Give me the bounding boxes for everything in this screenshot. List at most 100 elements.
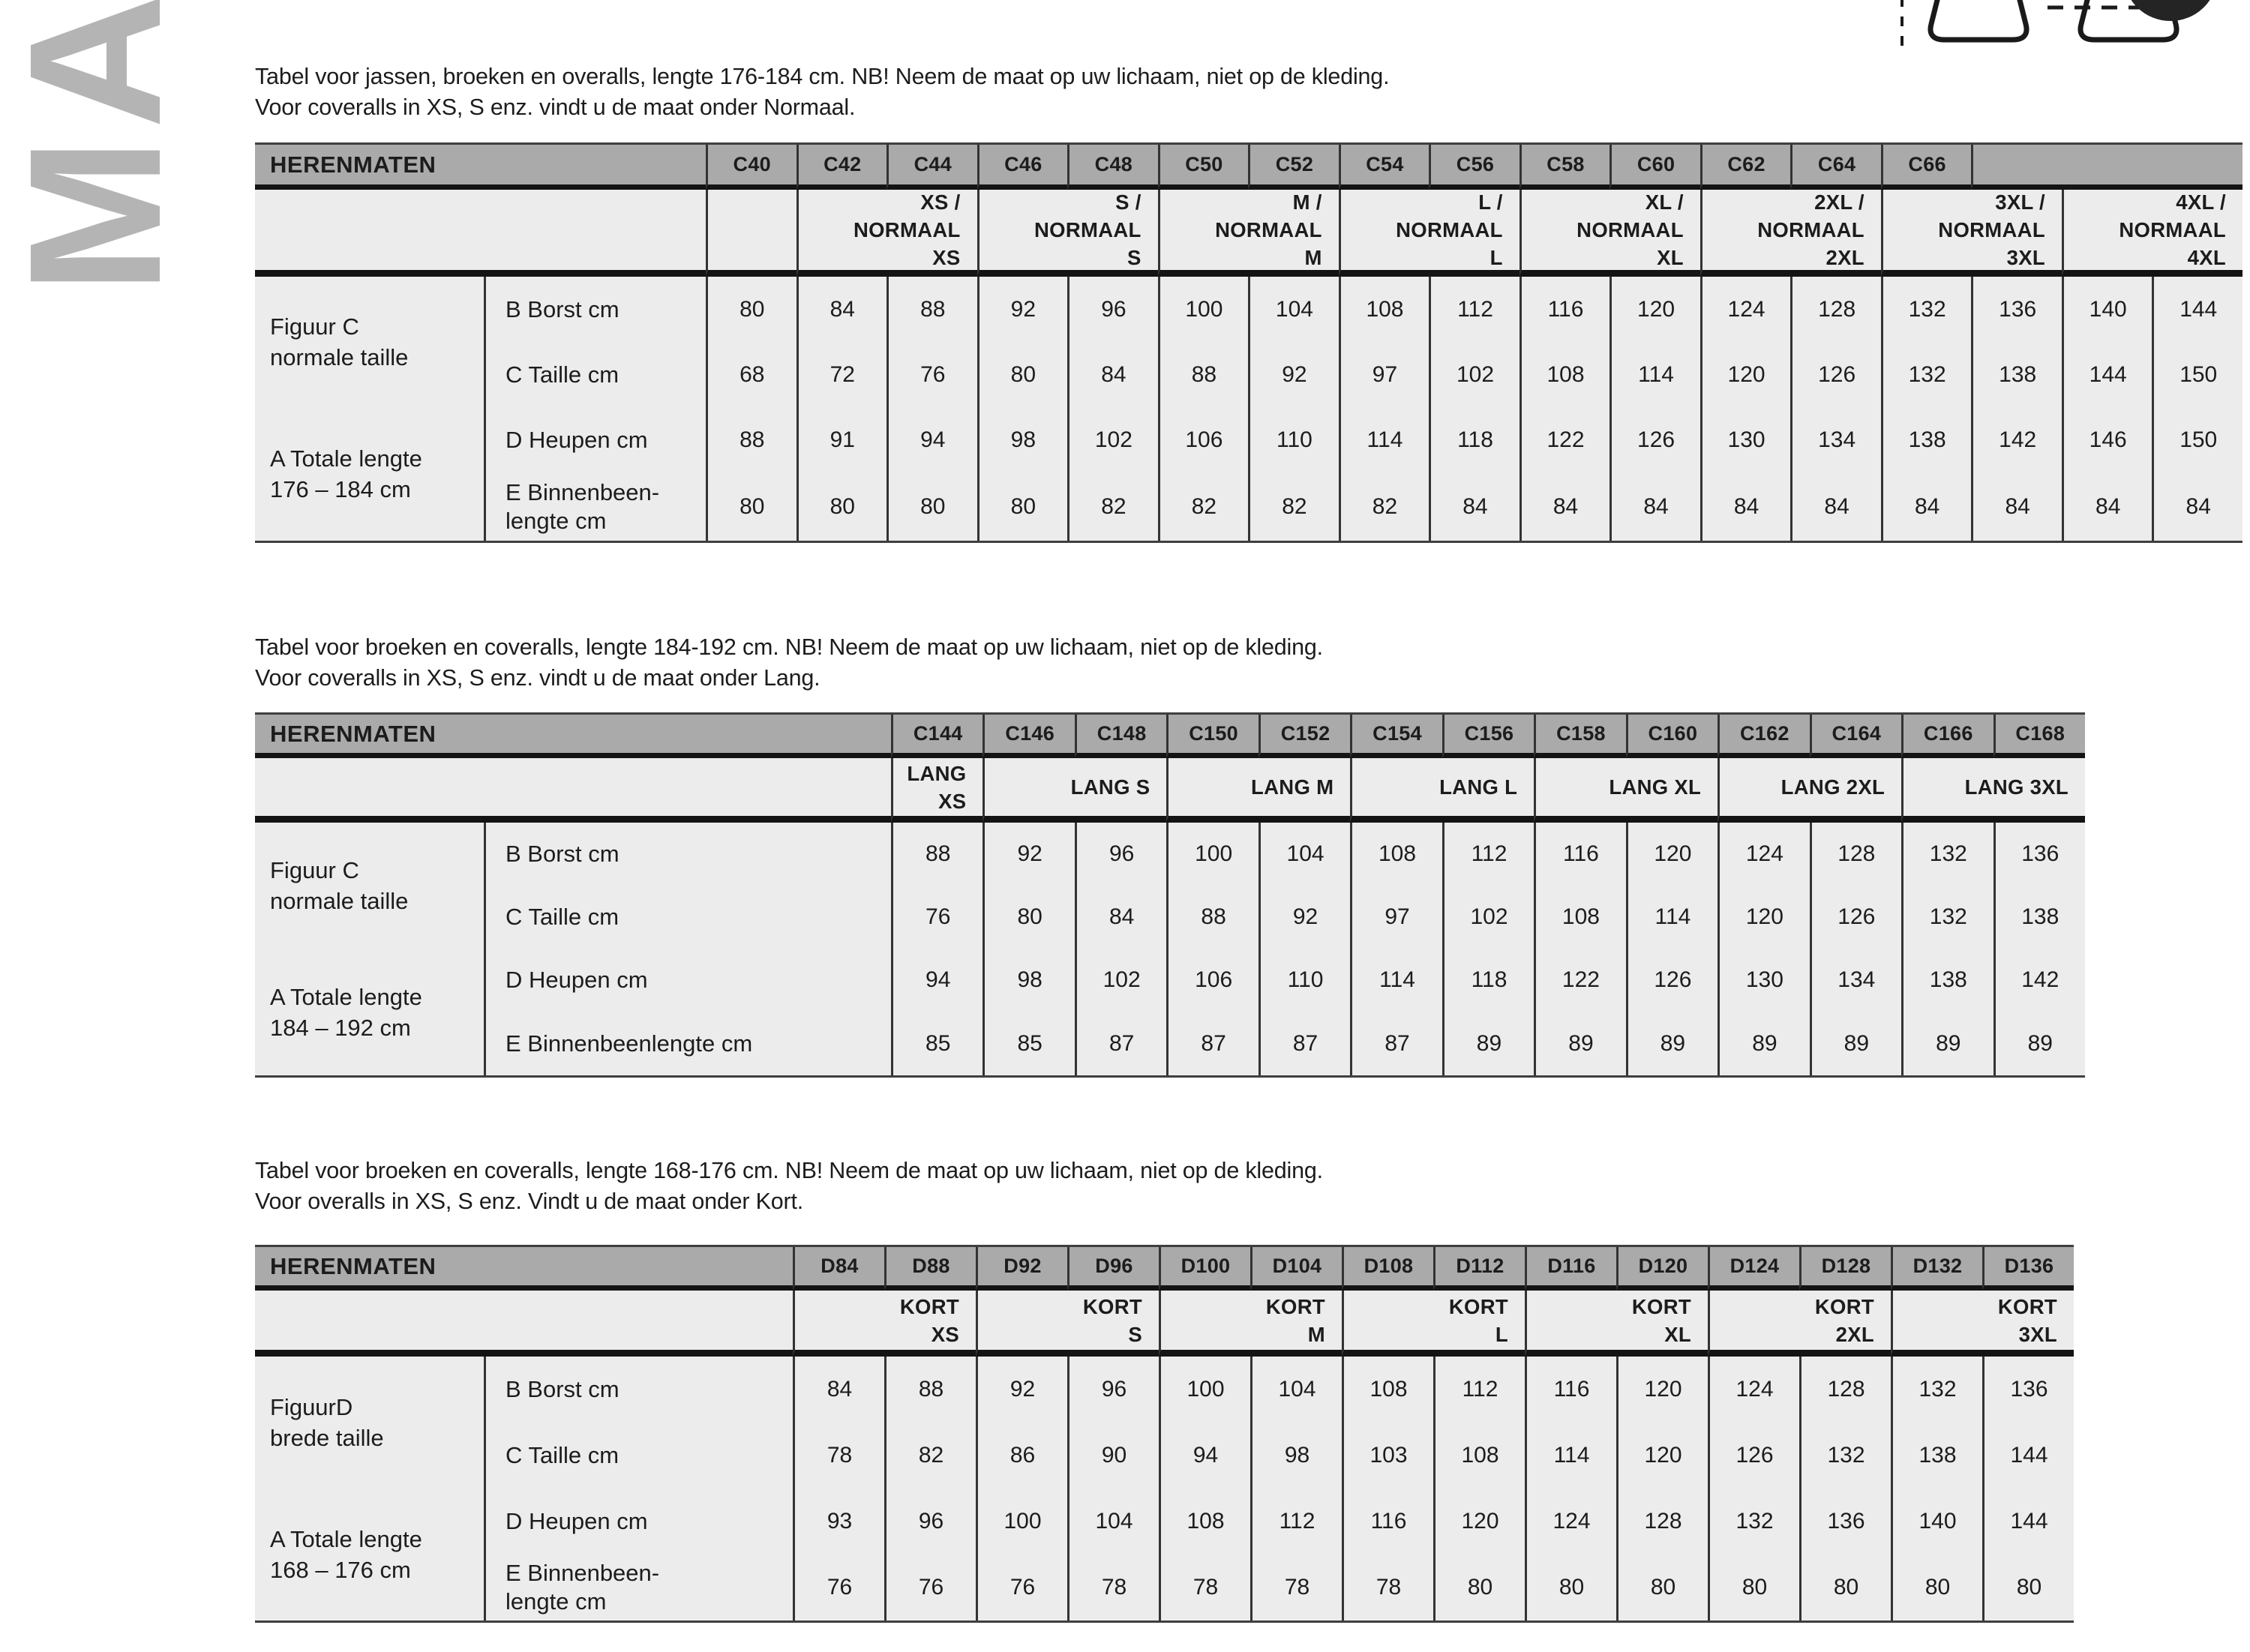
- value-cell: 140: [2061, 277, 2152, 342]
- size-group-header-line: KORT: [1265, 1294, 1325, 1318]
- value-cell-line: 116: [1553, 1377, 1590, 1402]
- value-cell-line: 89: [1660, 1030, 1686, 1056]
- value-cell: 138: [1880, 407, 1972, 472]
- value-cell: 92: [1258, 886, 1350, 949]
- value-cell-line: 108: [1546, 361, 1585, 387]
- value-cell: 84: [796, 277, 887, 342]
- value-cell: 76: [891, 886, 982, 949]
- value-cell-line: 88: [920, 296, 946, 322]
- size-group-header-line: NORMAAL: [1938, 218, 2045, 241]
- value-cell: 104: [1067, 1489, 1159, 1555]
- length-label-line: 168 – 176 cm: [270, 1557, 411, 1583]
- size-group-header-line: KORT: [1631, 1294, 1691, 1318]
- value-cell: 132: [1901, 886, 1993, 949]
- value-cell: 93: [793, 1489, 884, 1555]
- value-cell-line: 89: [2027, 1030, 2053, 1056]
- value-cell-line: 88: [926, 841, 951, 866]
- value-cell: 138: [1993, 886, 2085, 949]
- value-cell: 138: [1901, 949, 1993, 1012]
- size-group-header: KORT XS: [793, 1291, 976, 1357]
- value-cell-line: 97: [1384, 904, 1410, 929]
- size-group-header-line: S /: [1115, 190, 1142, 214]
- value-cell: 87: [1350, 1012, 1442, 1075]
- value-cell-line: 102: [1094, 427, 1132, 452]
- value-cell-line: 108: [1370, 1377, 1408, 1402]
- size-group-header-line: L: [1490, 246, 1503, 269]
- value-cell-line: 120: [1727, 361, 1766, 387]
- value-cell: 136: [1799, 1489, 1891, 1555]
- intro-line: Voor coveralls in XS, S enz. vindt u de …: [255, 94, 856, 120]
- value-cell-line: 72: [830, 361, 855, 387]
- value-cell: 84: [1700, 472, 1791, 541]
- value-cell-line: 142: [2021, 967, 2060, 992]
- value-cell-line: 84: [1552, 493, 1579, 519]
- size-group-header-line: 3XL: [2006, 246, 2045, 269]
- value-cell: 122: [1534, 949, 1625, 1012]
- value-cell-line: 120: [1654, 841, 1692, 866]
- figure-label: Figuur C normale taille: [255, 823, 484, 949]
- value-cell-line: 136: [1999, 296, 2037, 322]
- value-cell: 124: [1708, 1357, 1799, 1423]
- value-cell-line: 88: [1201, 904, 1226, 929]
- value-cell-line: 80: [740, 296, 765, 322]
- value-cell-line: 78: [1101, 1575, 1127, 1600]
- value-cell: 78: [1342, 1555, 1433, 1621]
- value-cell-line: 110: [1276, 427, 1312, 452]
- size-group-header-line: XS: [932, 246, 961, 269]
- value-cell-line: 114: [1553, 1443, 1590, 1468]
- value-cell: 132: [1880, 277, 1972, 342]
- size-code-header: C58: [1519, 145, 1610, 190]
- value-cell-line: 128: [1838, 841, 1876, 866]
- size-code-header: D120: [1616, 1247, 1708, 1291]
- value-cell: 114: [1525, 1423, 1616, 1489]
- size-code-header-line: C150: [1189, 722, 1238, 745]
- table-corner-header: HERENMATEN: [255, 715, 891, 758]
- size-group-header: KORT XL: [1525, 1291, 1708, 1357]
- size-code-header: C158: [1534, 715, 1626, 758]
- value-cell: 128: [1790, 277, 1881, 342]
- value-cell-line: 90: [1101, 1443, 1127, 1468]
- value-cell: 97: [1350, 886, 1442, 949]
- size-code-header-line: C40: [733, 153, 771, 175]
- value-cell-line: 122: [1546, 427, 1585, 452]
- value-cell: 114: [1350, 949, 1442, 1012]
- measure-label-line: C Taille cm: [506, 904, 620, 930]
- measure-label: E Binnenbeen-lengte cm: [484, 472, 706, 541]
- value-cell: 114: [1338, 407, 1430, 472]
- value-cell: 80: [976, 342, 1068, 407]
- value-cell: 84: [1610, 472, 1700, 541]
- value-cell: 120: [1616, 1357, 1708, 1423]
- size-code-header: C154: [1350, 715, 1442, 758]
- value-cell-line: 80: [1558, 1575, 1585, 1600]
- value-cell-line: 76: [918, 1575, 944, 1600]
- size-group-header: LANG M: [1166, 758, 1351, 823]
- value-cell-line: 104: [1278, 1377, 1316, 1402]
- measure-label-line: D Heupen cm: [506, 1508, 648, 1534]
- value-cell: 84: [1790, 472, 1881, 541]
- value-cell: 126: [1708, 1423, 1799, 1489]
- size-code-header-line: C46: [1004, 153, 1042, 175]
- size-group-header-line: NORMAAL: [1396, 218, 1503, 241]
- intro-line: Voor overalls in XS, S enz. Vindt u de m…: [255, 1189, 804, 1214]
- size-group-header-line: KORT: [1082, 1294, 1142, 1318]
- value-cell-line: 144: [2010, 1443, 2048, 1468]
- value-cell-line: 108: [1562, 904, 1600, 929]
- value-cell-line: 89: [1476, 1030, 1502, 1056]
- value-cell-line: 124: [1552, 1509, 1591, 1534]
- size-group-header-line: NORMAAL: [1576, 218, 1684, 241]
- value-cell: 104: [1250, 1357, 1342, 1423]
- size-group-header-line: LANG 2XL: [1780, 775, 1886, 799]
- value-cell: 85: [891, 1012, 982, 1075]
- value-cell-line: 128: [1644, 1509, 1682, 1534]
- value-cell-line: 102: [1470, 904, 1508, 929]
- size-group-header-line: 2XL: [1826, 246, 1864, 269]
- value-cell-line: 126: [1736, 1443, 1774, 1468]
- value-cell-line: 120: [1637, 296, 1676, 322]
- value-cell: 112: [1429, 277, 1520, 342]
- size-code-header-line: C50: [1185, 153, 1223, 175]
- value-cell: 78: [1250, 1555, 1342, 1621]
- value-cell-line: 84: [2186, 493, 2211, 519]
- size-code-header-line: C168: [2015, 722, 2066, 745]
- size-code-header: C168: [1993, 715, 2085, 758]
- size-code-header-line: C158: [1556, 722, 1606, 745]
